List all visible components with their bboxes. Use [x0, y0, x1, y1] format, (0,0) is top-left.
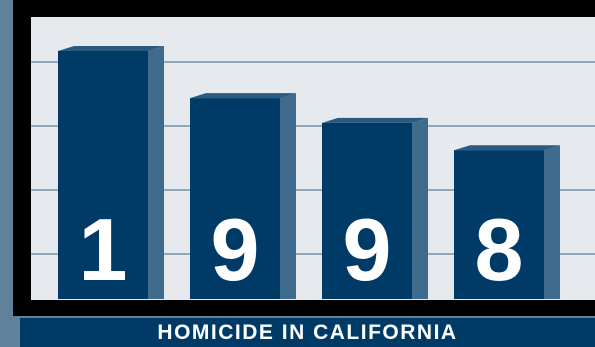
bar-top	[190, 93, 296, 99]
bar-side	[148, 46, 164, 299]
bar-front	[454, 150, 544, 299]
bar-top	[454, 145, 560, 151]
bar	[454, 145, 560, 299]
bar	[190, 93, 296, 300]
bar	[322, 117, 428, 299]
bar-label: 1	[79, 200, 128, 299]
bar-label: 9	[211, 200, 260, 299]
chart-caption: HOMICIDE IN CALIFORNIA	[157, 320, 458, 344]
bar	[58, 46, 164, 299]
bar-label: 9	[343, 200, 392, 299]
bar-top	[322, 117, 428, 123]
bars	[58, 46, 560, 300]
bar-front	[190, 98, 280, 300]
bar-side	[544, 145, 560, 299]
bar-label: 8	[475, 200, 524, 299]
bar-front	[322, 122, 412, 299]
caption-bar: HOMICIDE IN CALIFORNIA	[20, 318, 595, 347]
bar-side	[280, 93, 296, 300]
bar-side	[412, 117, 428, 299]
bar-front	[58, 51, 148, 299]
bar-top	[58, 46, 164, 51]
